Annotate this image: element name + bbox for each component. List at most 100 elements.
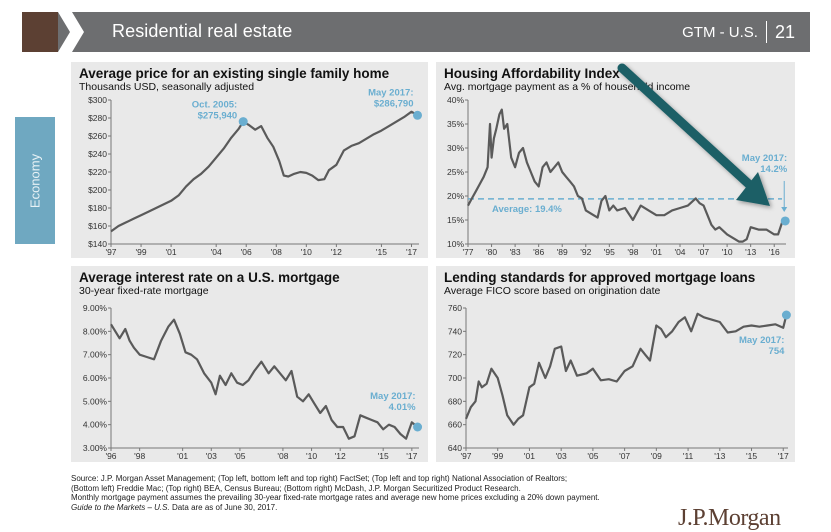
chart-svg: $140 $160 $180 $200 $220 $240 $260 $280 $300 '97 '…	[88, 87, 422, 257]
footer-line: Monthly mortgage payment assumes the pre…	[71, 493, 600, 503]
sidebar-label: Economy	[27, 153, 43, 208]
x-tick-label: '05	[234, 451, 245, 461]
data-point-marker	[413, 422, 423, 432]
y-tick-label: 30%	[447, 143, 464, 153]
y-tick-label: 6.00%	[83, 373, 108, 383]
x-tick-label: '77	[462, 247, 473, 257]
x-tick-label: '86	[533, 247, 544, 257]
x-tick-label: '17	[406, 247, 417, 257]
chart-subtitle: Thousands USD, seasonally adjusted	[79, 81, 255, 93]
footer-line: Source: J.P. Morgan Asset Management; (T…	[71, 474, 568, 483]
footer-line: (Bottom left) Freddie Mac; (Top right) B…	[71, 483, 521, 493]
series-line	[110, 110, 419, 233]
x-tick-label: '07	[698, 247, 709, 257]
x-tick-label: '06	[241, 247, 252, 257]
header-chevron-icon	[58, 12, 84, 52]
y-tick-label: 740	[448, 326, 462, 336]
x-tick-label: '83	[510, 247, 521, 257]
chart-svg: 10% 15% 20% 25% 30% 35% 40% '77 '80 '83 '86 '89 '92 '…	[447, 95, 790, 257]
annotation-label: May 2017:	[368, 87, 413, 98]
data-point-marker	[238, 117, 248, 127]
footer-date: Data are as of June 30, 2017.	[169, 502, 278, 512]
chart-panel-mortgage-rate: Average interest rate on a U.S. mortgage…	[71, 266, 428, 462]
chart-title: Average price for an existing single fam…	[79, 66, 390, 81]
x-tick-label: '89	[557, 247, 568, 257]
y-tick-label: $180	[88, 203, 107, 213]
x-tick-label: '17	[406, 451, 417, 461]
x-tick-label: '04	[211, 247, 222, 257]
y-tick-label: 7.00%	[83, 350, 108, 360]
x-tick-label: '10	[301, 247, 312, 257]
x-tick-label: '92	[580, 247, 591, 257]
y-tick-label: $300	[88, 95, 107, 105]
data-point-marker	[781, 310, 791, 320]
x-tick-label: '97	[460, 451, 471, 461]
x-tick-label: '11	[683, 451, 694, 461]
chart-subtitle: Average FICO score based on origination …	[444, 285, 661, 297]
x-tick-label: '13	[745, 247, 756, 257]
x-tick-label: '15	[376, 247, 387, 257]
section-label: GTM - U.S.	[682, 23, 758, 41]
y-tick-label: $140	[88, 239, 107, 249]
x-tick-label: '08	[271, 247, 282, 257]
x-tick-label: '03	[556, 451, 567, 461]
y-tick-label: 20%	[447, 191, 464, 201]
y-tick-label: 35%	[447, 119, 464, 129]
average-label: Average: 19.4%	[492, 204, 562, 215]
x-tick-label: '01	[651, 247, 662, 257]
y-tick-label: $260	[88, 131, 107, 141]
x-tick-label: '15	[378, 451, 389, 461]
y-tick-label: 640	[448, 443, 462, 453]
x-tick-label: '07	[619, 451, 630, 461]
x-tick-label: '15	[746, 451, 757, 461]
x-tick-label: '16	[769, 247, 780, 257]
x-tick-label: '98	[627, 247, 638, 257]
chart-panel-home-price: Average price for an existing single fam…	[71, 62, 428, 258]
header-bar	[58, 12, 810, 52]
x-tick-label: '12	[335, 451, 346, 461]
chart-panel-fico: Lending standards for approved mortgage …	[436, 266, 795, 462]
x-tick-label: '99	[136, 247, 147, 257]
series-line	[464, 312, 788, 426]
y-tick-label: 8.00%	[83, 326, 108, 336]
x-tick-label: '12	[331, 247, 342, 257]
page-number: 21	[774, 21, 795, 42]
x-tick-label: '08	[277, 451, 288, 461]
data-point-marker	[780, 216, 790, 226]
annotation-value: 754	[769, 346, 786, 357]
y-tick-label: 680	[448, 396, 462, 406]
page-title: Residential real estate	[112, 21, 293, 41]
x-tick-label: '01	[166, 247, 177, 257]
footer-line: Guide to the Markets – U.S. Data are as …	[71, 503, 811, 513]
chart-svg: 640 660 680 700 720 740 760 '97 '99 '01 '03 '05 '07 '…	[448, 303, 791, 461]
y-tick-label: $200	[88, 185, 107, 195]
y-tick-label: 720	[448, 350, 462, 360]
page-indicator: GTM - U.S. 21	[682, 21, 795, 43]
annotation-value: 4.01%	[389, 402, 416, 413]
divider	[765, 21, 767, 43]
chart-panel-affordability: Housing Affordability Index Avg. mortgag…	[436, 62, 795, 258]
annotation-label: May 2017:	[742, 153, 787, 164]
chart-svg: 3.00% 4.00% 5.00% 6.00% 7.00% 8.00% 9.00% '96 '9…	[83, 303, 423, 461]
y-tick-label: 3.00%	[83, 443, 108, 453]
chart-title: Housing Affordability Index	[444, 66, 620, 81]
x-tick-label: '01	[524, 451, 535, 461]
x-tick-label: '05	[587, 451, 598, 461]
y-tick-label: 5.00%	[83, 396, 108, 406]
x-tick-label: '98	[134, 451, 145, 461]
x-tick-label: '97	[105, 247, 116, 257]
y-tick-label: 40%	[447, 95, 464, 105]
y-tick-label: 9.00%	[83, 303, 108, 313]
annotation-label: Oct. 2005:	[192, 100, 237, 111]
annotation-value: 14.2%	[760, 164, 787, 175]
annotation-value: $286,790	[374, 98, 414, 109]
sidebar-tab-economy[interactable]: Economy	[15, 117, 55, 244]
x-tick-label: '17	[778, 451, 789, 461]
y-tick-label: 760	[448, 303, 462, 313]
y-tick-label: $220	[88, 167, 107, 177]
y-tick-label: 25%	[447, 167, 464, 177]
chart-title: Lending standards for approved mortgage …	[444, 270, 756, 285]
jpmorgan-logo: J.P.Morgan	[678, 505, 781, 531]
annotation-label: May 2017:	[370, 391, 415, 402]
x-tick-label: '09	[651, 451, 662, 461]
